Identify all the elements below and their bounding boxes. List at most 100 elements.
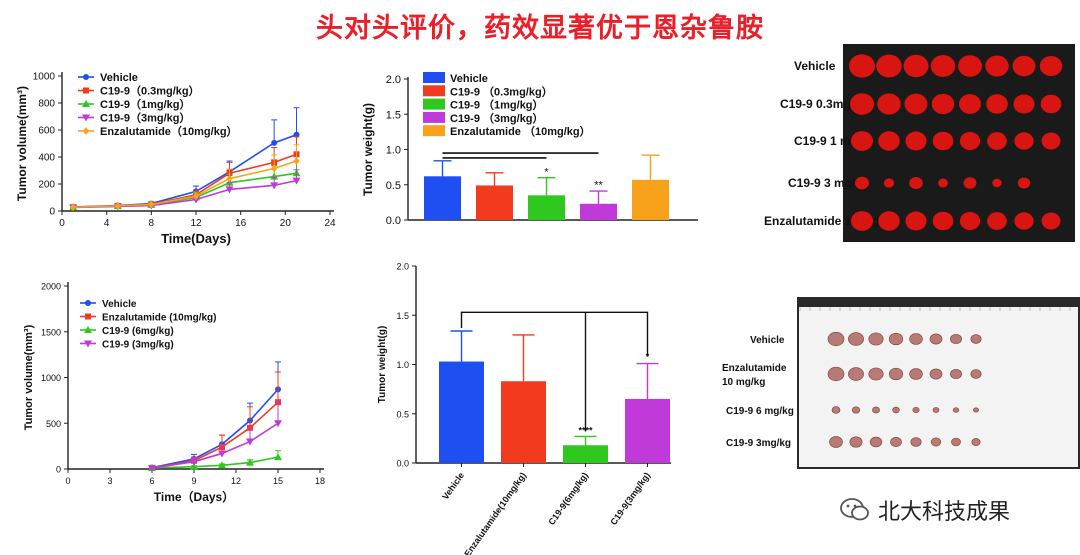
tumor: [849, 54, 875, 78]
data-point: [190, 462, 198, 470]
tumor: [888, 367, 904, 381]
significance-bracket: [460, 311, 587, 432]
legend-label: C19-9 (3mg/kg): [102, 340, 174, 351]
tumor: [868, 332, 884, 346]
data-point: [293, 157, 300, 166]
data-point: [274, 420, 282, 428]
photo-row-label: Vehicle: [750, 335, 785, 346]
y-tick-label: 0.0: [386, 215, 401, 227]
tumor: [992, 178, 1002, 188]
x-tick-label: 16: [235, 218, 247, 229]
legend-label: C19-9 （1mg/kg）: [450, 99, 544, 112]
tumor: [929, 368, 943, 380]
tumor: [950, 333, 962, 345]
legend-label: C19-9（1mg/kg）: [100, 98, 190, 111]
tumor: [958, 55, 982, 77]
tumor: [1041, 212, 1061, 230]
tumor: [930, 55, 956, 77]
tumor: [963, 177, 977, 189]
tumor: [1012, 55, 1036, 77]
bar: [625, 398, 670, 463]
data-point: [218, 461, 226, 469]
legend-label: Vehicle: [100, 72, 138, 84]
x-tick-label: 12: [231, 476, 241, 486]
x-tick-label: 12: [190, 218, 202, 229]
data-point: [218, 450, 226, 458]
legend-marker: [82, 114, 90, 122]
tumor: [1039, 55, 1063, 77]
y-tick-label: 0: [56, 465, 61, 475]
tumor: [929, 333, 943, 345]
tumor: [952, 407, 960, 413]
photo-row-label: C19-9 3mg/kg: [726, 438, 791, 449]
bar: [424, 176, 461, 220]
watermark-text: 北大科技成果: [878, 500, 1011, 525]
x-tick-label: 6: [149, 476, 154, 486]
tumor-photo-bottom: Vehicle Enzalutamide 10 mg/kg C19-9 6 mg/kg…: [722, 297, 1080, 469]
data-point: [148, 200, 155, 209]
data-point: [246, 458, 254, 466]
legend-marker: [85, 313, 91, 320]
tumor: [1017, 177, 1031, 189]
tumor: [904, 93, 928, 115]
photo-row-label: C19-9 0.3mg/kg: [780, 97, 868, 111]
tumor: [827, 331, 845, 347]
tumor: [872, 406, 880, 414]
tumor: [958, 94, 982, 114]
tumor: [985, 55, 1009, 77]
bar: [528, 195, 565, 220]
tumor: [831, 406, 841, 414]
series-line: [73, 172, 297, 209]
x-tick-label: 9: [191, 476, 196, 486]
tumor: [970, 369, 982, 379]
tumor: [851, 131, 873, 151]
y-tick-label: 0.0: [396, 459, 409, 469]
tumor: [905, 131, 927, 151]
x-tick-label: C19-9(6mg/kg): [546, 470, 590, 527]
tumor: [877, 93, 901, 115]
legend-marker: [83, 127, 89, 135]
tumor: [878, 211, 900, 231]
tumor: [987, 212, 1007, 230]
tumor: [855, 176, 869, 190]
x-tick-label: 15: [273, 476, 283, 486]
photo-row-label: Vehicle: [794, 59, 836, 73]
tumor: [829, 436, 843, 448]
legend-swatch: [423, 98, 445, 110]
tumor: [909, 176, 923, 190]
y-tick-label: 0.5: [396, 409, 409, 419]
tumor: [892, 406, 900, 414]
significance-mark: *: [544, 167, 549, 179]
legend-swatch: [423, 72, 445, 83]
x-tick-label: 24: [324, 218, 336, 229]
photo-row-label: 10 mg/kg: [722, 377, 765, 388]
data-point: [270, 182, 279, 190]
x-tick-label: 4: [104, 218, 110, 229]
data-point: [293, 131, 300, 138]
y-tick-label: 0: [49, 207, 55, 218]
data-point: [292, 177, 301, 185]
tumor: [950, 368, 962, 380]
legend-swatch: [423, 125, 445, 137]
legend-marker: [82, 100, 90, 107]
x-tick-label: 3: [107, 476, 112, 486]
tumor: [959, 131, 981, 151]
tumor: [909, 368, 923, 380]
y-axis-label: Tumor volume(mm³): [23, 324, 35, 430]
legend-marker: [84, 326, 92, 333]
tumor: [909, 333, 923, 345]
tumor: [959, 211, 981, 231]
tumor: [888, 332, 904, 346]
data-point: [148, 465, 156, 473]
tumor: [1013, 94, 1035, 114]
y-tick-label: 1000: [33, 72, 56, 83]
data-point: [246, 438, 254, 446]
legend-label: C19-9 (6mg/kg): [102, 326, 174, 337]
series-line: [151, 456, 279, 469]
legend-swatch: [423, 85, 445, 97]
photo-background: [843, 44, 1075, 242]
y-tick-label: 400: [38, 153, 55, 164]
y-tick-label: 1000: [41, 373, 61, 383]
legend-marker: [83, 74, 89, 80]
